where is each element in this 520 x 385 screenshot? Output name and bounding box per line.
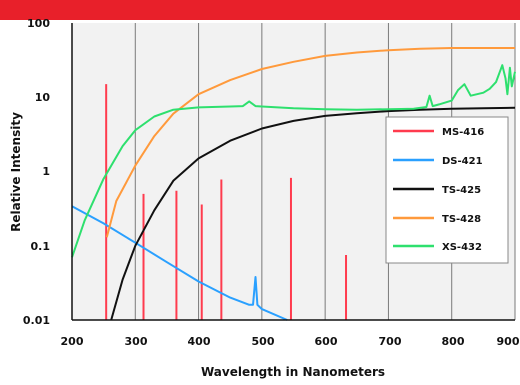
x-tick-label: 600: [315, 335, 338, 348]
legend-label: TS-428: [442, 214, 481, 225]
y-tick-label: 10: [35, 91, 51, 104]
x-tick-label: 900: [497, 335, 520, 348]
x-axis: 200 300 400 500 600 700 800 900 Waveleng…: [61, 335, 520, 379]
x-tick-label: 300: [125, 335, 148, 348]
x-tick-label: 800: [442, 335, 465, 348]
legend-label: TS-425: [442, 185, 481, 196]
x-tick-label: 400: [188, 335, 211, 348]
x-tick-label: 500: [252, 335, 275, 348]
legend-label: XS-432: [442, 242, 482, 253]
y-tick-label: 1: [42, 165, 50, 178]
x-tick-label: 200: [61, 335, 84, 348]
legend-label: DS-421: [442, 156, 483, 167]
legend: MS-416 DS-421 TS-425 TS-428 XS-432: [386, 117, 508, 263]
y-tick-label: 0.01: [23, 314, 50, 327]
x-axis-title: Wavelength in Nanometers: [201, 365, 385, 379]
y-tick-label: 0.1: [31, 240, 51, 253]
y-axis-title: Relative Intensity: [9, 112, 23, 232]
legend-label: MS-416: [442, 127, 484, 138]
y-tick-label: 100: [27, 17, 50, 30]
x-tick-label: 700: [379, 335, 402, 348]
y-axis: 0.01 0.1 1 10 100 Relative Intensity: [9, 17, 50, 327]
